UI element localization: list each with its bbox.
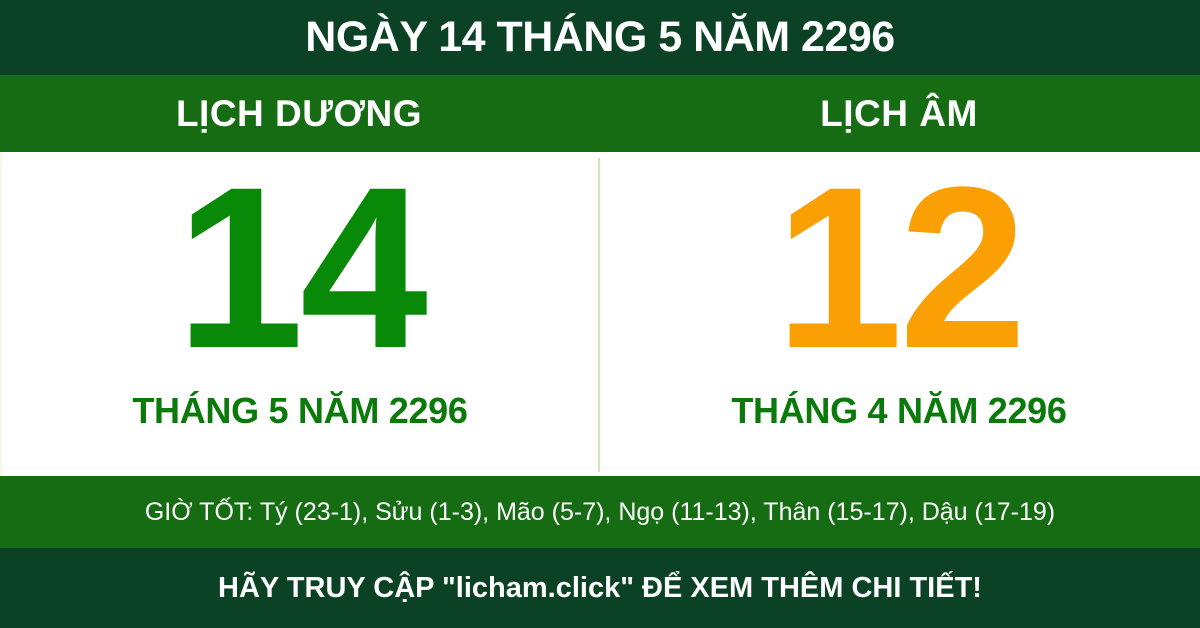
header-band: NGÀY 14 THÁNG 5 NĂM 2296 [0,0,1200,75]
calendar-section-header: LỊCH DƯƠNG LỊCH ÂM [0,75,1200,152]
footer-cta-text: HÃY TRUY CẬP "licham.click" ĐỂ XEM THÊM … [218,571,982,604]
lunar-day-number: 12 [775,138,1027,396]
solar-month-year: THÁNG 5 NĂM 2296 [132,390,468,431]
good-hours-text: GIỜ TỐT: Tý (23-1), Sửu (1-3), Mão (5-7)… [144,497,1056,526]
solar-calendar-column: 14 THÁNG 5 NĂM 2296 [2,152,598,476]
section-header-lunar: LỊCH ÂM [598,75,1200,152]
solar-day-number: 14 [176,138,428,396]
lunar-month-year: THÁNG 4 NĂM 2296 [731,390,1067,431]
page-title: NGÀY 14 THÁNG 5 NĂM 2296 [305,13,895,61]
column-divider [598,158,600,472]
calendar-content-panel: 14 THÁNG 5 NĂM 2296 12 THÁNG 4 NĂM 2296 [0,152,1200,476]
solar-section-label: LỊCH DƯƠNG [175,93,423,134]
good-hours-band: GIỜ TỐT: Tý (23-1), Sửu (1-3), Mão (5-7)… [0,476,1200,548]
section-header-solar: LỊCH DƯƠNG [0,75,598,152]
footer-band: HÃY TRUY CẬP "licham.click" ĐỂ XEM THÊM … [0,548,1200,628]
lunar-section-label: LỊCH ÂM [820,93,978,134]
lunar-calendar-column: 12 THÁNG 4 NĂM 2296 [598,152,1200,476]
